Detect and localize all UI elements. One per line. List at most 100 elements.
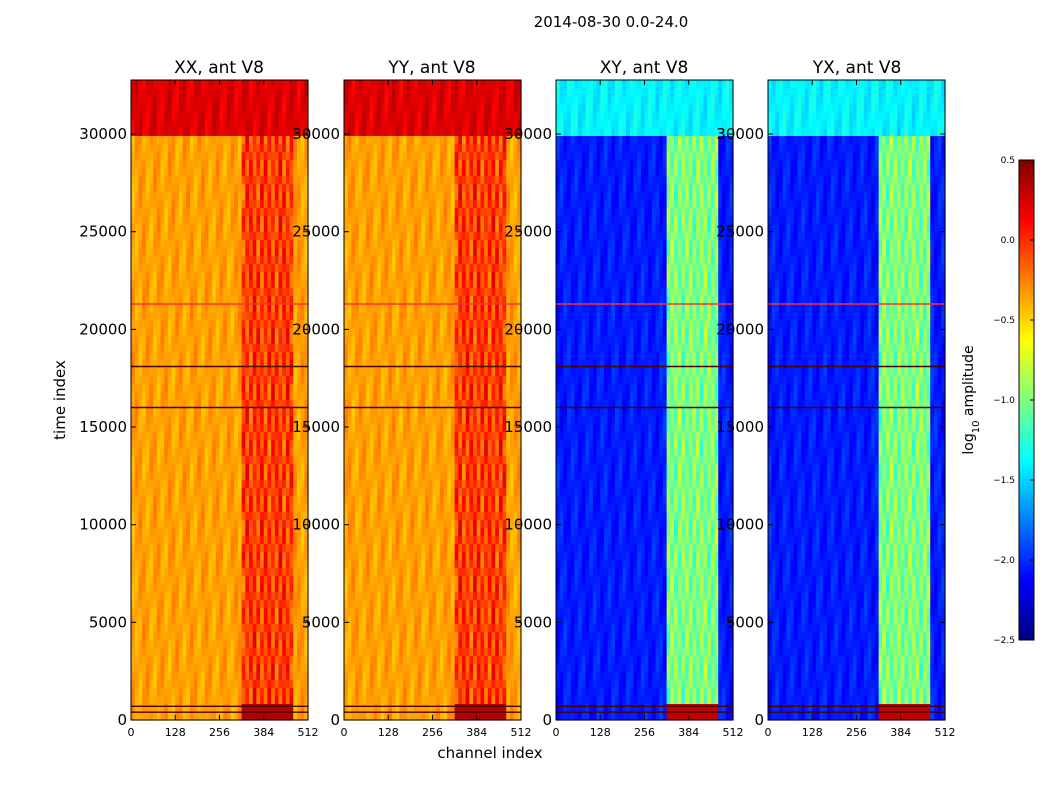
heatmap-cell	[153, 152, 158, 161]
heatmap-cell	[260, 432, 265, 441]
heatmap-cell	[212, 552, 217, 561]
heatmap-cell	[465, 136, 470, 145]
heatmap-cell	[421, 224, 426, 233]
heatmap-cell	[285, 480, 291, 489]
heatmap-cell	[249, 496, 254, 505]
heatmap-cell	[282, 512, 287, 521]
heatmap-cell	[230, 136, 235, 145]
heatmap-cell	[145, 544, 151, 553]
heatmap-cell	[145, 352, 151, 361]
heatmap-cell	[282, 696, 287, 705]
heatmap-cell	[256, 448, 261, 457]
heatmap-cell	[414, 232, 419, 241]
heatmap-cell	[406, 152, 411, 161]
heatmap-cell	[186, 264, 191, 273]
heatmap-cell	[134, 232, 139, 241]
heatmap-cell	[487, 168, 493, 177]
heatmap-cell	[212, 624, 217, 633]
heatmap-cell	[160, 552, 165, 561]
heatmap-cell	[274, 312, 280, 321]
heatmap-cell	[289, 144, 294, 153]
heatmap-cell	[215, 104, 221, 113]
heatmap-cell	[300, 360, 305, 369]
heatmap-cell	[289, 496, 294, 505]
heatmap-cell	[178, 528, 184, 537]
heatmap-cell	[274, 264, 280, 273]
heatmap-cell	[399, 128, 404, 137]
heatmap-cell	[201, 496, 206, 505]
heatmap-cell	[164, 552, 169, 561]
heatmap-cell	[439, 176, 445, 185]
heatmap-cell	[149, 480, 154, 489]
heatmap-cell	[384, 136, 389, 145]
heatmap-cell	[373, 248, 378, 257]
heatmap-cell	[230, 168, 235, 177]
heatmap-cell	[193, 96, 198, 105]
heatmap-cell	[278, 104, 283, 113]
heatmap-cell	[462, 88, 467, 97]
heatmap-cell	[204, 376, 210, 385]
heatmap-cell	[204, 488, 210, 497]
heatmap-cell	[245, 664, 250, 673]
heatmap-cell	[428, 208, 434, 217]
heatmap-cell	[237, 688, 243, 697]
heatmap-cell	[156, 208, 162, 217]
heatmap-cell	[425, 160, 430, 169]
heatmap-cell	[226, 184, 232, 193]
heatmap-cell	[201, 296, 206, 305]
heatmap-cell	[282, 320, 287, 329]
heatmap-cell	[274, 224, 280, 233]
heatmap-cell	[190, 664, 195, 673]
heatmap-cell	[388, 120, 393, 129]
heatmap-cell	[369, 176, 375, 185]
heatmap-cell	[215, 472, 221, 481]
heatmap-cell	[285, 88, 291, 97]
heatmap-cell	[351, 192, 356, 201]
heatmap-cell	[296, 184, 302, 193]
heatmap-cell	[237, 144, 243, 153]
heatmap-cell	[425, 136, 430, 145]
heatmap-cell	[215, 216, 221, 225]
heatmap-cell	[226, 296, 232, 305]
heatmap-cell	[278, 232, 283, 241]
heatmap-cell	[410, 96, 415, 105]
heatmap-cell	[462, 80, 467, 89]
heatmap-cell	[212, 136, 217, 145]
heatmap-cell	[142, 472, 147, 481]
heatmap-cell	[131, 88, 136, 97]
heatmap-cell	[267, 536, 272, 545]
heatmap-cell	[274, 144, 280, 153]
heatmap-cell	[160, 368, 165, 377]
heatmap-cell	[131, 240, 136, 249]
heatmap-cell	[230, 424, 235, 433]
heatmap-cell	[417, 128, 423, 137]
heatmap-cell	[182, 496, 187, 505]
heatmap-cell	[252, 280, 257, 289]
heatmap-cell	[252, 136, 257, 145]
heatmap-cell	[138, 672, 143, 681]
heatmap-cell	[167, 336, 173, 345]
heatmap-cell	[491, 208, 496, 217]
heatmap-cell	[156, 512, 162, 521]
heatmap-cell	[167, 400, 173, 409]
heatmap-cell	[234, 384, 239, 393]
heatmap-cell	[230, 248, 235, 257]
heatmap-cell	[234, 600, 239, 609]
heatmap-cell	[271, 392, 276, 401]
heatmap-cell	[171, 416, 176, 425]
heatmap-cell	[289, 600, 294, 609]
heatmap-cell	[215, 416, 221, 425]
heatmap-cell	[167, 408, 173, 417]
heatmap-cell	[230, 352, 235, 361]
heatmap-cell	[271, 176, 276, 185]
heatmap-cell	[197, 408, 202, 417]
heatmap-cell	[300, 344, 305, 353]
heatmap-cell	[142, 696, 147, 705]
heatmap-cell	[131, 640, 136, 649]
heatmap-cell	[182, 432, 187, 441]
heatmap-cell	[506, 120, 511, 129]
heatmap-cell	[388, 160, 393, 169]
heatmap-cell	[193, 176, 198, 185]
heatmap-cell	[355, 88, 360, 97]
heatmap-cell	[245, 112, 250, 121]
